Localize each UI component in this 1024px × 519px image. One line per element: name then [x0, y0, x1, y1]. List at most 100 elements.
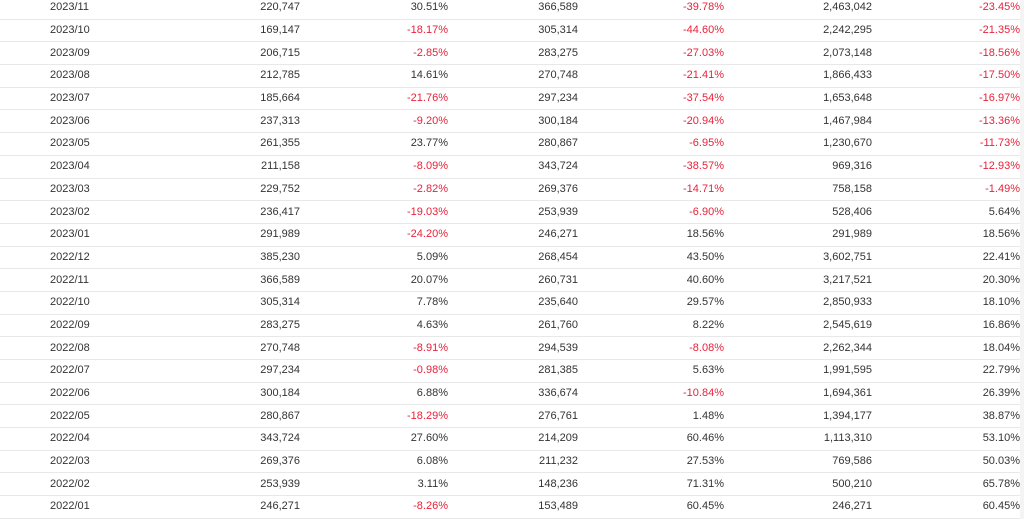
cumulative-percent-cell: 38.87%	[982, 409, 1020, 422]
value-cell: 211,158	[261, 160, 300, 173]
percent-cell: -0.98%	[413, 364, 448, 377]
percent-cell: 1.48%	[692, 409, 724, 422]
month-cell: 2023/04	[50, 160, 90, 173]
value-cell: 305,314	[260, 296, 300, 309]
value-cell: 297,234	[538, 92, 578, 105]
month-cell: 2022/03	[50, 455, 90, 468]
cumulative-percent-cell: -13.36%	[979, 114, 1020, 127]
value-cell: 261,355	[260, 137, 300, 150]
cumulative-value-cell: 1,467,984	[823, 114, 872, 127]
value-cell: 294,539	[538, 341, 578, 354]
cumulative-value-cell: 500,210	[832, 477, 872, 490]
value-cell: 185,664	[260, 92, 300, 105]
cumulative-percent-cell: 22.79%	[982, 364, 1020, 377]
value-cell: 385,230	[260, 250, 300, 263]
percent-cell: 6.08%	[416, 455, 448, 468]
month-cell: 2022/02	[50, 477, 90, 490]
cumulative-percent-cell: -16.97%	[979, 92, 1020, 105]
percent-cell: 3.11%	[417, 477, 448, 490]
table-row: 2023/04 211,158 -8.09% 343,724 -38.57% 969,31…	[0, 156, 1024, 179]
value-cell: 269,376	[260, 455, 300, 468]
percent-cell: -18.17%	[407, 24, 448, 37]
cumulative-value-cell: 1,113,310	[823, 432, 872, 445]
month-cell: 2023/11	[50, 1, 89, 14]
cumulative-percent-cell: 65.78%	[982, 477, 1020, 490]
value-cell: 268,454	[538, 250, 578, 263]
value-cell: 297,234	[260, 364, 300, 377]
cumulative-value-cell: 2,073,148	[823, 46, 872, 59]
cumulative-value-cell: 1,991,595	[823, 364, 872, 377]
month-cell: 2023/01	[50, 228, 90, 241]
value-cell: 366,589	[260, 273, 300, 286]
percent-cell: -20.94%	[683, 114, 724, 127]
cumulative-percent-cell: 16.86%	[982, 318, 1020, 331]
percent-cell: 71.31%	[686, 477, 724, 490]
month-cell: 2022/11	[50, 273, 89, 286]
month-cell: 2022/08	[50, 341, 90, 354]
cumulative-value-cell: 528,406	[832, 205, 872, 218]
cumulative-percent-cell: 50.03%	[982, 455, 1020, 468]
table-row: 2023/03 229,752 -2.82% 269,376 -14.71% 758,15…	[0, 179, 1024, 202]
cumulative-value-cell: 1,653,648	[823, 92, 872, 105]
table-row: 2022/09 283,275 4.63% 261,760 8.22% 2,545,619…	[0, 315, 1024, 338]
table-row: 2023/01 291,989 -24.20% 246,271 18.56% 291,98…	[0, 224, 1024, 247]
table-row: 2023/05 261,355 23.77% 280,867 -6.95% 1,230,6…	[0, 133, 1024, 156]
value-cell: 261,760	[538, 318, 578, 331]
percent-cell: -8.26%	[413, 500, 448, 513]
value-cell: 276,761	[538, 409, 578, 422]
value-cell: 148,236	[538, 477, 578, 490]
cumulative-percent-cell: 53.10%	[982, 432, 1020, 445]
percent-cell: 43.50%	[686, 250, 724, 263]
percent-cell: -9.20%	[413, 114, 448, 127]
percent-cell: -39.78%	[683, 1, 724, 14]
table-row: 2022/07 297,234 -0.98% 281,385 5.63% 1,991,59…	[0, 360, 1024, 383]
cumulative-value-cell: 1,866,433	[823, 69, 872, 82]
value-cell: 343,724	[538, 160, 578, 173]
table-row: 2022/12 385,230 5.09% 268,454 43.50% 3,602,75…	[0, 247, 1024, 270]
month-cell: 2022/09	[50, 318, 90, 331]
value-cell: 300,184	[260, 387, 300, 400]
table-row: 2022/04 343,724 27.60% 214,209 60.46% 1,113,3…	[0, 428, 1024, 451]
month-cell: 2023/07	[50, 92, 90, 105]
cumulative-value-cell: 246,271	[832, 500, 872, 513]
percent-cell: -24.20%	[407, 228, 448, 241]
percent-cell: -38.57%	[683, 160, 724, 173]
value-cell: 206,715	[260, 46, 300, 59]
table-row: 2022/10 305,314 7.78% 235,640 29.57% 2,850,93…	[0, 292, 1024, 315]
value-cell: 269,376	[538, 182, 578, 195]
percent-cell: -6.90%	[689, 205, 724, 218]
cumulative-percent-cell: 60.45%	[982, 500, 1020, 513]
percent-cell: 8.22%	[692, 318, 724, 331]
cumulative-value-cell: 2,242,295	[823, 24, 872, 37]
month-cell: 2022/04	[50, 432, 90, 445]
percent-cell: -8.09%	[413, 160, 448, 173]
value-cell: 300,184	[538, 114, 578, 127]
percent-cell: -2.82%	[413, 182, 448, 195]
table-row: 2022/02 253,939 3.11% 148,236 71.31% 500,210 6…	[0, 473, 1024, 497]
percent-cell: -14.71%	[683, 182, 724, 195]
table-row: 2022/08 270,748 -8.91% 294,539 -8.08% 2,262,3…	[0, 337, 1024, 360]
month-cell: 2022/05	[50, 409, 90, 422]
cumulative-value-cell: 2,545,619	[823, 318, 872, 331]
percent-cell: 27.60%	[410, 432, 448, 445]
cumulative-value-cell: 2,463,042	[823, 1, 872, 14]
value-cell: 281,385	[538, 364, 578, 377]
table-row: 2022/01 246,271 -8.26% 153,489 60.45% 246,271…	[0, 496, 1024, 519]
percent-cell: -21.76%	[407, 92, 448, 105]
value-cell: 237,313	[260, 114, 300, 127]
value-cell: 280,867	[538, 137, 578, 150]
percent-cell: 29.57%	[686, 296, 724, 309]
scrollbar-track[interactable]	[1020, 0, 1024, 519]
percent-cell: 60.46%	[686, 432, 724, 445]
cumulative-value-cell: 3,602,751	[823, 250, 872, 263]
percent-cell: 60.45%	[686, 500, 724, 513]
cumulative-percent-cell: -1.49%	[985, 182, 1020, 195]
cumulative-percent-cell: 20.30%	[982, 273, 1020, 286]
cumulative-percent-cell: 5.64%	[988, 205, 1020, 218]
value-cell: 283,275	[260, 318, 300, 331]
value-cell: 214,209	[538, 432, 578, 445]
cumulative-value-cell: 2,262,344	[823, 341, 872, 354]
cumulative-value-cell: 3,217,521	[823, 273, 872, 286]
cumulative-percent-cell: 18.56%	[982, 228, 1020, 241]
percent-cell: 5.63%	[692, 364, 724, 377]
